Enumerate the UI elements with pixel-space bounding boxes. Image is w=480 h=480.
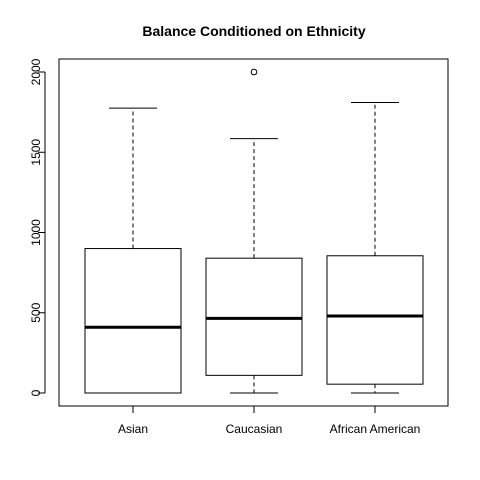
y-tick-label: 2000 <box>29 58 43 85</box>
x-tick-label: Asian <box>118 422 148 436</box>
outlier-point <box>251 69 257 75</box>
x-tick-label: African American <box>330 422 421 436</box>
y-axis: 0 500 1000 1500 2000 <box>29 58 45 396</box>
y-tick-label: 1500 <box>29 139 43 166</box>
iqr-box <box>206 258 302 375</box>
box-series <box>85 69 423 393</box>
box-group <box>327 102 423 393</box>
y-tick-label: 1000 <box>29 219 43 246</box>
x-tick-label: Caucasian <box>226 422 283 436</box>
y-tick-label: 500 <box>29 302 43 322</box>
box-group <box>85 108 181 393</box>
chart-title: Balance Conditioned on Ethnicity <box>142 23 365 39</box>
y-tick-label: 0 <box>29 389 43 396</box>
iqr-box <box>85 249 181 393</box>
box-group <box>206 69 302 393</box>
x-axis: Asian Caucasian African American <box>118 406 420 436</box>
iqr-box <box>327 256 423 384</box>
